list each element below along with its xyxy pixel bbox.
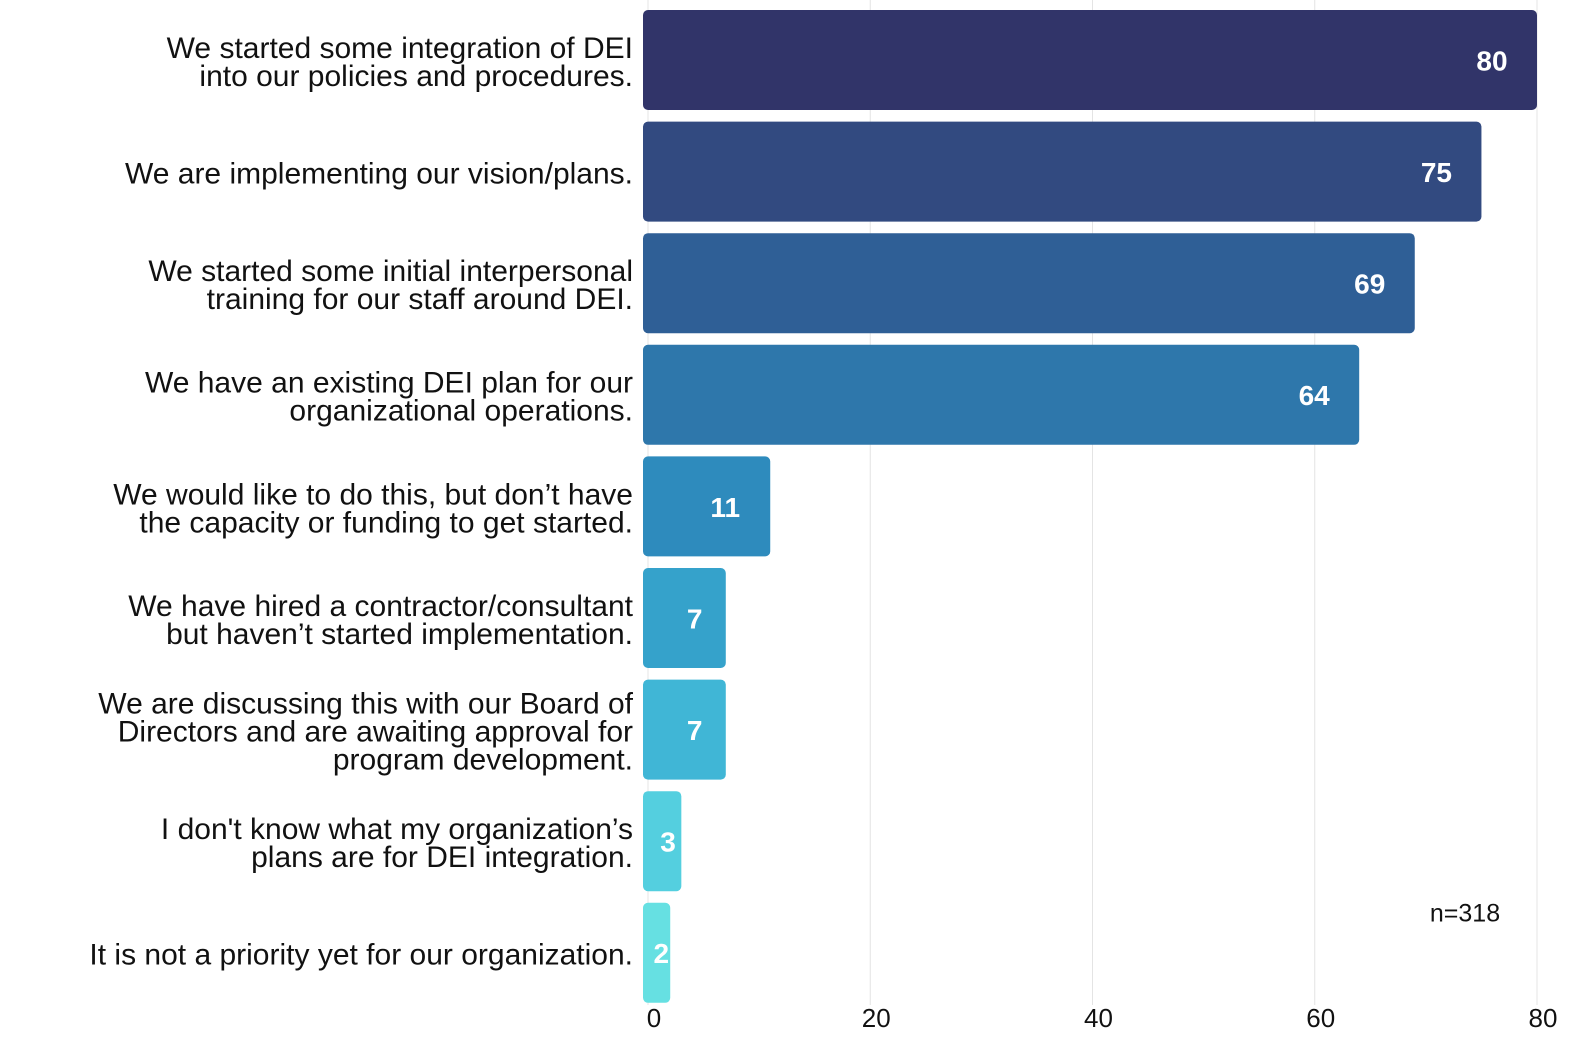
- value-label: 75: [1421, 157, 1452, 188]
- y-tick-label: We are implementing our vision/plans.: [125, 158, 633, 191]
- bar: [643, 10, 1537, 110]
- value-label: 2: [654, 938, 670, 969]
- value-label: 64: [1299, 380, 1331, 411]
- y-tick-label: We have an existing DEI plan for our: [145, 367, 633, 400]
- y-tick-label: We started some integration of DEI: [167, 32, 633, 65]
- x-tick-label: 40: [1084, 1003, 1113, 1033]
- y-tick-label: We are discussing this with our Board of: [98, 688, 633, 721]
- annotation: n=318: [1430, 900, 1500, 928]
- y-tick-label: program development.: [333, 744, 633, 777]
- bar: [643, 344, 1360, 445]
- value-label: 69: [1354, 269, 1385, 300]
- bar: [643, 121, 1482, 222]
- bar: [643, 233, 1415, 334]
- value-label: 7: [687, 715, 703, 746]
- x-tick-label: 0: [647, 1003, 661, 1033]
- y-tick-label: We would like to do this, but don’t have: [113, 478, 633, 511]
- y-tick-label: plans are for DEI integration.: [251, 841, 633, 874]
- bar: [643, 679, 726, 780]
- bar: [643, 791, 682, 892]
- y-tick-label: We have hired a contractor/consultant: [128, 590, 633, 623]
- bar: [643, 902, 671, 1003]
- value-label: 7: [687, 603, 703, 634]
- y-tick-label: into our policies and procedures.: [199, 60, 633, 93]
- bar: [643, 568, 726, 668]
- x-tick-label: 80: [1529, 1003, 1558, 1033]
- y-tick-label: training for our staff around DEI.: [207, 283, 633, 316]
- x-tick-label: 60: [1306, 1003, 1335, 1033]
- y-tick-label: but haven’t started implementation.: [166, 618, 633, 651]
- value-label: 11: [710, 492, 740, 523]
- bar: [643, 456, 771, 557]
- x-tick-label: 20: [862, 1003, 891, 1033]
- value-label: 80: [1476, 45, 1507, 76]
- y-tick-label: It is not a priority yet for our organiz…: [89, 939, 633, 972]
- y-tick-label: We started some initial interpersonal: [148, 255, 633, 288]
- y-tick-label: the capacity or funding to get started.: [139, 506, 633, 539]
- y-tick-label: Directors and are awaiting approval for: [118, 716, 633, 749]
- y-tick-label: organizational operations.: [289, 395, 633, 428]
- y-tick-label: I don't know what my organization’s: [161, 813, 633, 846]
- value-label: 3: [660, 827, 676, 858]
